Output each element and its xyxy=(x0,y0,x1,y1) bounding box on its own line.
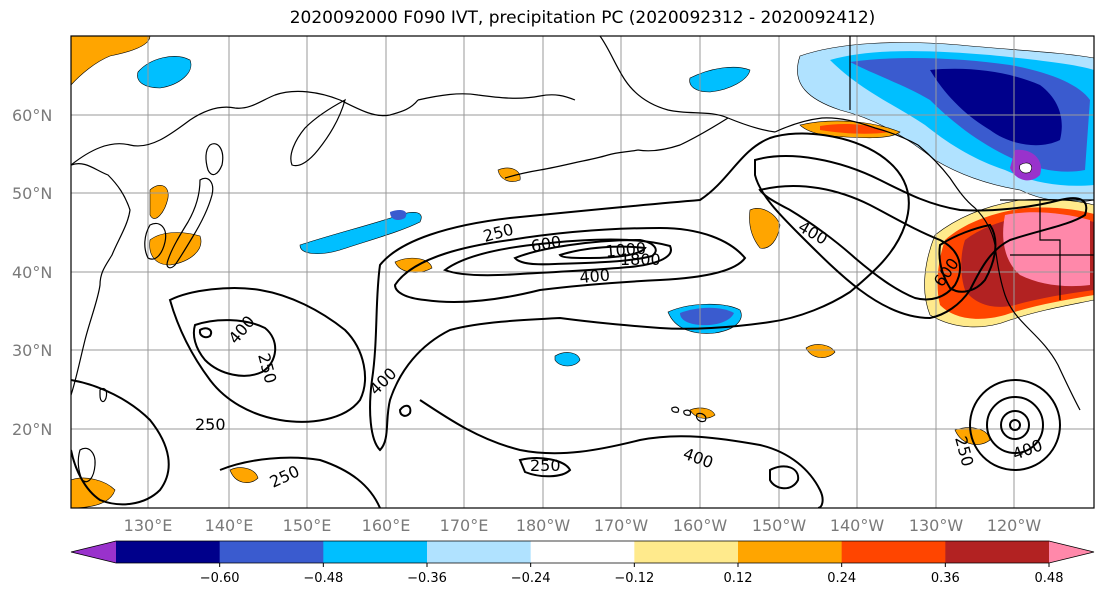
precip-negative-region-small-1 xyxy=(554,352,581,367)
lon-label: 130°W xyxy=(909,516,964,535)
lat-label: 40°N xyxy=(12,263,52,282)
lon-label: 120°W xyxy=(987,516,1042,535)
lat-label: 30°N xyxy=(12,341,52,360)
colorbar-tick-label: −0.36 xyxy=(407,571,447,586)
lon-label: 140°W xyxy=(830,516,885,535)
precip-positive-region-west-coast-core xyxy=(1003,212,1090,287)
colorbar-tick-label: 0.12 xyxy=(724,571,753,586)
precip-negative-region-small-2 xyxy=(1019,162,1032,174)
lon-label: 170°E xyxy=(440,516,489,535)
precip-positive-region-southeast xyxy=(954,427,991,445)
colorbar-segment xyxy=(323,541,428,563)
precip-positive-region-sw-2 xyxy=(229,467,259,483)
precip-positive-region-east-small xyxy=(805,344,836,358)
precip-positive-region-japan xyxy=(149,232,202,266)
colorbar: −0.60 −0.48 −0.36 −0.24 −0.12 0.12 0.24 0.36 0.4… xyxy=(70,540,1095,586)
latitude-labels: 60°N 50°N 40°N 30°N 20°N xyxy=(12,106,52,439)
contour-label: 250 xyxy=(530,456,561,475)
colorbar-tick-label: 0.24 xyxy=(827,571,856,586)
contour-label: 250 xyxy=(195,415,226,434)
colorbar-extend-high xyxy=(1049,541,1094,563)
precip-negative-region-west-band xyxy=(299,212,422,254)
contour-labels: 250 600 1000 1800 400 400 250 400 400 25… xyxy=(195,217,1045,492)
lon-label: 130°E xyxy=(124,516,173,535)
lon-label: 160°W xyxy=(673,516,728,535)
colorbar-segment xyxy=(530,541,635,563)
contour-label: 400 xyxy=(579,265,611,287)
lat-label: 50°N xyxy=(12,184,52,203)
map-title: 2020092000 F090 IVT, precipitation PC (2… xyxy=(289,8,876,28)
colorbar-tick-label: 0.48 xyxy=(1035,571,1064,586)
colorbar-outline xyxy=(70,540,1095,564)
lon-label: 150°W xyxy=(752,516,807,535)
colorbar-tick-label: −0.12 xyxy=(614,571,654,586)
precip-negative-region-northeast-core xyxy=(930,68,1062,146)
colorbar-segment xyxy=(116,541,221,563)
colorbar-segment xyxy=(945,541,1050,563)
precip-positive-region-gulf-core xyxy=(820,124,890,134)
coastlines xyxy=(71,36,1094,483)
contour-label: 1000 xyxy=(605,239,647,261)
colorbar-tick-label: −0.48 xyxy=(303,571,343,586)
map-content: 250 600 1000 1800 400 400 250 400 400 25… xyxy=(71,36,1094,508)
colorbar-segment xyxy=(427,541,532,563)
precip-negative-region-alaska-west xyxy=(689,66,751,93)
lon-label: 170°W xyxy=(594,516,649,535)
colorbar-tick-label: −0.24 xyxy=(511,571,551,586)
ivt-contours xyxy=(71,132,1088,508)
precip-positive-region-east-central xyxy=(749,208,781,249)
lon-label: 140°E xyxy=(205,516,254,535)
contour-label: 1800 xyxy=(620,250,661,269)
colorbar-segment xyxy=(634,541,739,563)
lon-label: 180°W xyxy=(516,516,571,535)
colorbar-segment xyxy=(841,541,946,563)
colorbar-extend-low xyxy=(71,541,116,563)
precip-positive-region-mid-2 xyxy=(497,167,521,182)
map-frame xyxy=(70,35,1095,509)
longitude-labels: 130°E 140°E 150°E 160°E 170°E 180°W 170°… xyxy=(124,516,1042,535)
lat-label: 20°N xyxy=(12,420,52,439)
colorbar-tick-label: 0.36 xyxy=(931,571,960,586)
colorbar-segment xyxy=(219,541,324,563)
precip-positive-region-northwest xyxy=(71,36,151,86)
lat-label: 60°N xyxy=(12,106,52,125)
precip-negative-region-central-core xyxy=(680,307,734,326)
precip-positive-region-japan-2 xyxy=(149,185,169,219)
precip-negative-region-kamchatka xyxy=(137,56,192,89)
colorbar-tick-label: −0.60 xyxy=(200,571,240,586)
lon-label: 160°E xyxy=(362,516,411,535)
precip-negative-region-west-band-core xyxy=(390,210,407,220)
lon-label: 150°E xyxy=(283,516,332,535)
colorbar-segment xyxy=(738,541,843,563)
